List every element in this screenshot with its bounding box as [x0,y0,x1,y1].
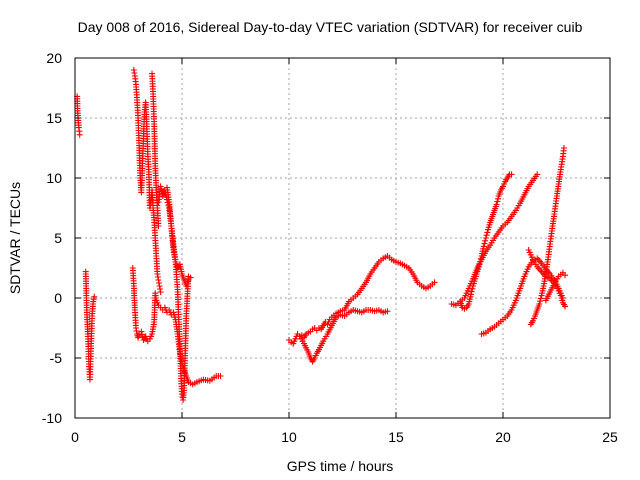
data-point [508,171,515,178]
data-point [481,240,488,247]
x-tick-label: 20 [495,429,511,445]
data-point [562,303,569,310]
data-point [493,201,500,208]
data-point [562,272,569,279]
data-point [468,288,475,295]
data-point [384,308,391,315]
data-point [76,131,83,138]
data-point [467,291,474,298]
data-point [537,295,544,302]
x-tick-label: 0 [71,429,79,445]
data-point [482,235,489,241]
axis-ticks [74,57,611,419]
data-point [431,279,438,286]
data-point [187,274,194,281]
data-point [495,195,502,202]
data-point [534,171,541,178]
y-axis-label: SDTVAR / TECUs [7,182,23,294]
data-point [484,229,491,236]
y-tick-labels: -10 -5 0 5 10 15 20 [42,50,62,426]
x-tick-label: 15 [388,429,404,445]
x-tick-labels: 0 5 10 15 20 25 [71,429,618,445]
grid [75,58,610,418]
data-point [494,198,501,205]
x-tick-label: 5 [178,429,186,445]
data-point [157,289,164,295]
x-tick-label: 25 [602,429,618,445]
data-point [155,223,162,229]
data-point [560,145,567,151]
data-point [139,331,146,338]
chart-title: Day 008 of 2016, Sidereal Day-to-day VTE… [78,19,583,35]
y-tick-label: 5 [54,230,62,246]
data-point [482,237,489,244]
data-point [217,373,224,379]
y-tick-label: 20 [46,50,62,66]
y-tick-label: 0 [54,290,62,306]
data-point [536,301,543,307]
y-tick-label: 10 [46,170,62,186]
x-axis-label: GPS time / hours [287,458,394,474]
data-point [537,298,544,305]
y-tick-label: -5 [50,350,63,366]
data-point [91,293,98,300]
data-point [483,232,490,239]
data-points [74,67,569,403]
x-tick-label: 10 [281,429,297,445]
y-tick-label: 15 [46,110,62,126]
data-point [138,328,145,335]
y-tick-label: -10 [42,410,62,426]
data-point [480,243,487,250]
